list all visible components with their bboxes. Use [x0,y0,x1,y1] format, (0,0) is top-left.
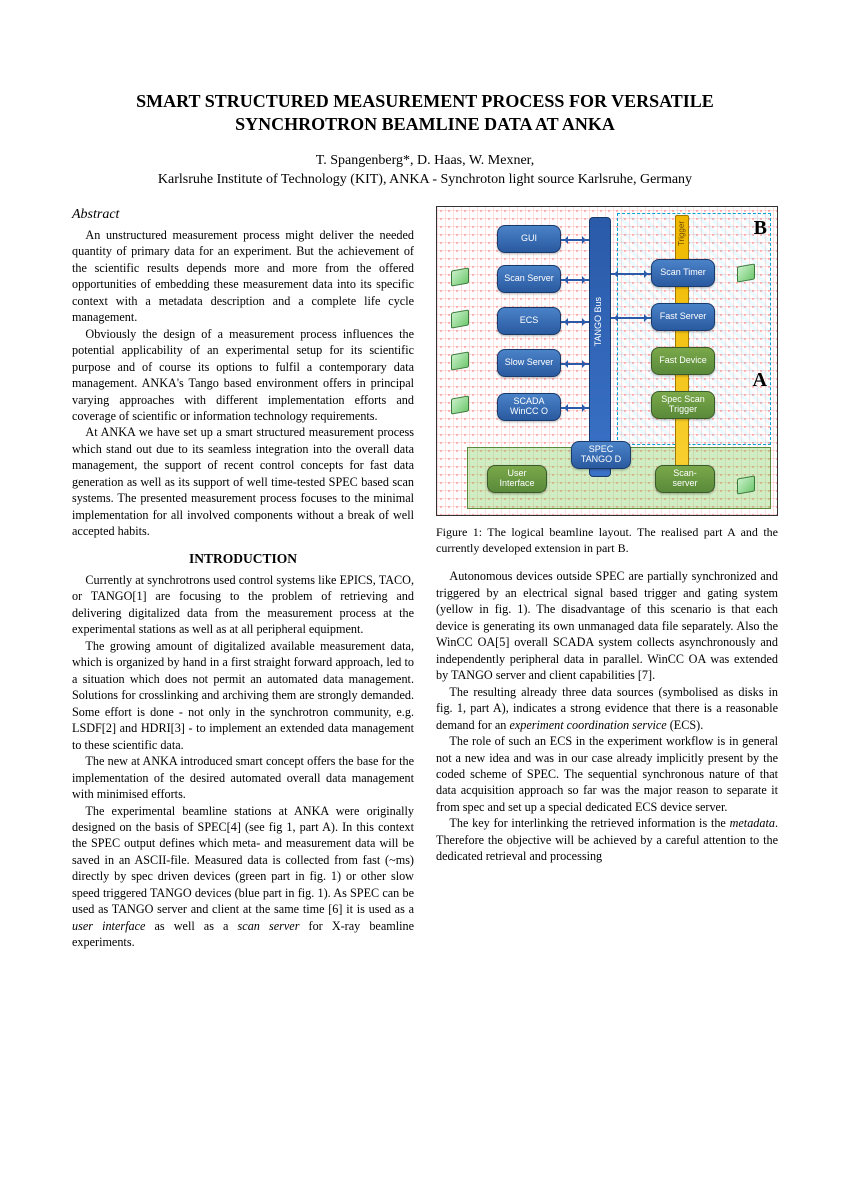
disk-icon-2 [451,351,469,370]
node-slow-server: Slow Server [497,349,561,377]
right-column: TANGO Bus Trigger GUI Scan Server ECS Slow … [436,206,778,951]
abstract-heading: Abstract [72,206,414,225]
abstract-p1: An unstructured measurement process migh… [72,227,414,326]
figure-caption: Figure 1: The logical beamline layout. T… [436,524,778,556]
intro-p4-ui: user interface [72,919,145,933]
trigger-label: Trigger [677,221,688,246]
col2-p2: The resulting already three data sources… [436,684,778,733]
title-line-1: SMART STRUCTURED MEASUREMENT PROCESS FOR… [136,91,714,111]
tango-bus-label: TANGO Bus [592,297,604,346]
col2-p4-a: The key for interlinking the retrieved i… [449,816,729,830]
col2-p4-em: metadata [730,816,775,830]
tango-bus-bar [589,217,611,477]
two-column-layout: Abstract An unstructured measurement pro… [72,206,778,951]
authors-line-2: Karlsruhe Institute of Technology (KIT),… [158,172,692,187]
node-fast-device: Fast Device [651,347,715,375]
authors-block: T. Spangenberg*, D. Haas, W. Mexner, Kar… [72,151,778,190]
intro-p3: The new at ANKA introduced smart concept… [72,753,414,802]
arrow-right-scan-timer [611,273,651,275]
node-gui: GUI [497,225,561,253]
trigger-bar [675,215,689,473]
intro-p4-scanserver: scan server [238,919,300,933]
disk-icon-3 [451,395,469,414]
arrow-left-scada [561,407,589,409]
disk-icon-5 [737,475,755,494]
intro-p4-a: The experimental beamline stations at AN… [72,804,414,917]
disk-icon-4 [737,263,755,282]
intro-p4-b: as well as a [145,919,237,933]
disk-icon-1 [451,309,469,328]
node-fast-server: Fast Server [651,303,715,331]
paper-title: SMART STRUCTURED MEASUREMENT PROCESS FOR… [72,90,778,137]
node-ecs: ECS [497,307,561,335]
node-scada: SCADA WinCC O [497,393,561,421]
node-spec-scan-trigger: Spec Scan Trigger [651,391,715,419]
node-spec-tango: SPEC TANGO D [571,441,631,469]
authors-line-1: T. Spangenberg*, D. Haas, W. Mexner, [316,153,535,168]
abstract-p3: At ANKA we have set up a smart structure… [72,424,414,539]
intro-p2: The growing amount of digitalized availa… [72,638,414,753]
arrow-right-fast-server [611,317,651,319]
arrow-left-slow-server [561,363,589,365]
intro-heading: INTRODUCTION [72,550,414,568]
node-scan-timer: Scan Timer [651,259,715,287]
disk-icon-0 [451,267,469,286]
abstract-p2: Obviously the design of a measurement pr… [72,326,414,425]
node-scan-server-bottom: Scan- server [655,465,715,493]
intro-p4: The experimental beamline stations at AN… [72,803,414,951]
intro-p1: Currently at synchrotrons used control s… [72,572,414,638]
col2-p2-b: (ECS). [667,718,704,732]
label-a: A [753,367,767,394]
col2-p2-em: experiment coordination service [509,718,666,732]
col2-p4: The key for interlinking the retrieved i… [436,815,778,864]
figure-1-diagram: TANGO Bus Trigger GUI Scan Server ECS Slow … [436,206,778,516]
node-user-interface: User Interface [487,465,547,493]
col2-p3: The role of such an ECS in the experimen… [436,733,778,815]
node-scan-server: Scan Server [497,265,561,293]
label-b: B [754,215,767,242]
col2-p1: Autonomous devices outside SPEC are part… [436,568,778,683]
arrow-left-gui [561,239,589,241]
title-line-2: SYNCHROTRON BEAMLINE DATA AT ANKA [235,114,615,134]
left-column: Abstract An unstructured measurement pro… [72,206,414,951]
arrow-left-ecs [561,321,589,323]
arrow-left-scan-server [561,279,589,281]
